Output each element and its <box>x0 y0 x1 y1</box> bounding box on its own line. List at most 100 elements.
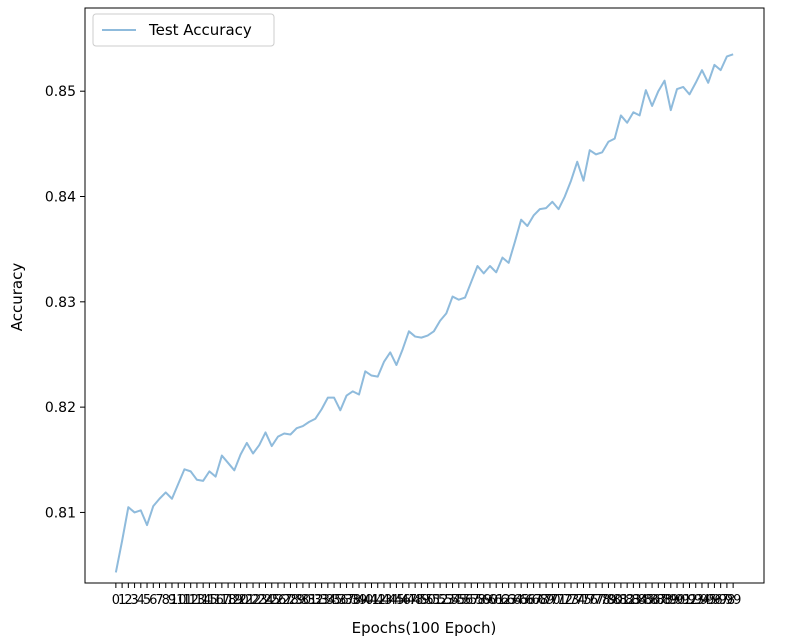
legend-label: Test Accuracy <box>148 21 252 39</box>
y-axis-ticks: 0.81 0.82 0.83 0.84 0.85 <box>45 84 85 521</box>
legend: Test Accuracy <box>92 13 275 47</box>
x-axis-label: Epochs(100 Epoch) <box>352 619 497 637</box>
x-tick-label: 46 <box>394 593 411 608</box>
x-tick-label: 41 <box>363 593 380 608</box>
x-tick-label: 49 <box>413 593 430 608</box>
x-tick-label: 97 <box>712 593 729 608</box>
x-tick-label: 14 <box>195 593 212 608</box>
x-tick-label: 72 <box>557 593 574 608</box>
x-tick-label: 36 <box>332 593 349 608</box>
x-tick-label: 11 <box>176 593 193 608</box>
x-tick-label: 28 <box>282 593 299 608</box>
x-tick-label: 65 <box>513 593 530 608</box>
x-tick-label: 83 <box>625 593 642 608</box>
x-axis-ticks: 0123456789101112131415161718192021222324… <box>112 583 742 608</box>
x-tick-label: 1 <box>118 593 126 608</box>
x-tick-label: 19 <box>226 593 243 608</box>
x-tick-label: 8 <box>162 593 170 608</box>
x-tick-label: 93 <box>687 593 704 608</box>
x-tick-label: 64 <box>507 593 524 608</box>
x-tick-label: 43 <box>376 593 393 608</box>
x-tick-label: 30 <box>295 593 312 608</box>
x-tick-label: 42 <box>369 593 386 608</box>
x-tick-label: 66 <box>519 593 536 608</box>
x-tick-label: 6 <box>149 593 157 608</box>
x-tick-label: 16 <box>207 593 224 608</box>
x-tick-label: 2 <box>124 593 132 608</box>
x-tick-label: 70 <box>544 593 561 608</box>
x-tick-label: 20 <box>232 593 249 608</box>
x-tick-label: 90 <box>669 593 686 608</box>
x-tick-label: 88 <box>656 593 673 608</box>
x-tick-label: 44 <box>382 593 399 608</box>
x-tick-label: 57 <box>463 593 480 608</box>
x-tick-label: 7 <box>155 593 163 608</box>
x-tick-label: 9 <box>168 593 176 608</box>
x-tick-label: 69 <box>538 593 555 608</box>
x-tick-label: 95 <box>700 593 717 608</box>
plot-area <box>114 53 734 573</box>
x-tick-label: 61 <box>488 593 505 608</box>
x-tick-label: 98 <box>719 593 736 608</box>
x-tick-label: 39 <box>351 593 368 608</box>
y-tick-label: 0.83 <box>45 295 76 311</box>
plot-frame <box>84 7 765 584</box>
x-tick-label: 35 <box>326 593 343 608</box>
x-tick-label: 60 <box>482 593 499 608</box>
x-tick-label: 4 <box>137 593 145 608</box>
x-tick-label: 51 <box>426 593 443 608</box>
x-tick-label: 82 <box>619 593 636 608</box>
x-tick-label: 13 <box>189 593 206 608</box>
x-tick-label: 73 <box>563 593 580 608</box>
x-tick-label: 54 <box>444 593 461 608</box>
x-tick-label: 55 <box>451 593 468 608</box>
x-tick-label: 18 <box>220 593 237 608</box>
x-tick-label: 0 <box>112 593 120 608</box>
x-tick-label: 37 <box>338 593 355 608</box>
x-tick-label: 48 <box>407 593 424 608</box>
x-tick-label: 81 <box>613 593 630 608</box>
x-tick-label: 63 <box>500 593 517 608</box>
x-tick-label: 74 <box>569 593 586 608</box>
x-tick-label: 96 <box>706 593 723 608</box>
x-tick-label: 3 <box>130 593 138 608</box>
x-tick-label: 76 <box>581 593 598 608</box>
x-tick-label: 52 <box>432 593 449 608</box>
y-tick-label: 0.85 <box>45 84 76 100</box>
x-tick-label: 89 <box>663 593 680 608</box>
x-tick-label: 33 <box>313 593 330 608</box>
x-tick-label: 99 <box>725 593 742 608</box>
x-tick-label: 12 <box>182 593 199 608</box>
x-tick-label: 21 <box>239 593 256 608</box>
x-tick-label: 10 <box>170 593 187 608</box>
x-tick-label: 25 <box>263 593 280 608</box>
x-tick-label: 71 <box>550 593 567 608</box>
y-tick-label: 0.81 <box>45 505 76 521</box>
legend-box <box>92 13 275 47</box>
x-tick-label: 85 <box>638 593 655 608</box>
x-tick-label: 59 <box>475 593 492 608</box>
x-tick-label: 87 <box>650 593 667 608</box>
x-tick-label: 15 <box>201 593 218 608</box>
x-tick-label: 77 <box>588 593 605 608</box>
x-tick-label: 24 <box>257 593 274 608</box>
x-tick-label: 58 <box>469 593 486 608</box>
y-axis-label: Accuracy <box>8 263 26 332</box>
x-tick-label: 53 <box>438 593 455 608</box>
x-tick-label: 79 <box>600 593 617 608</box>
y-tick-label: 0.82 <box>45 400 76 416</box>
x-tick-label: 38 <box>345 593 362 608</box>
x-tick-label: 34 <box>320 593 337 608</box>
x-tick-label: 27 <box>276 593 293 608</box>
x-tick-label: 86 <box>644 593 661 608</box>
x-tick-label: 40 <box>357 593 374 608</box>
x-tick-label: 91 <box>675 593 692 608</box>
x-tick-label: 26 <box>270 593 287 608</box>
x-tick-label: 67 <box>525 593 542 608</box>
x-tick-label: 31 <box>301 593 318 608</box>
x-tick-label: 75 <box>575 593 592 608</box>
x-tick-label: 56 <box>457 593 474 608</box>
x-tick-label: 62 <box>494 593 511 608</box>
